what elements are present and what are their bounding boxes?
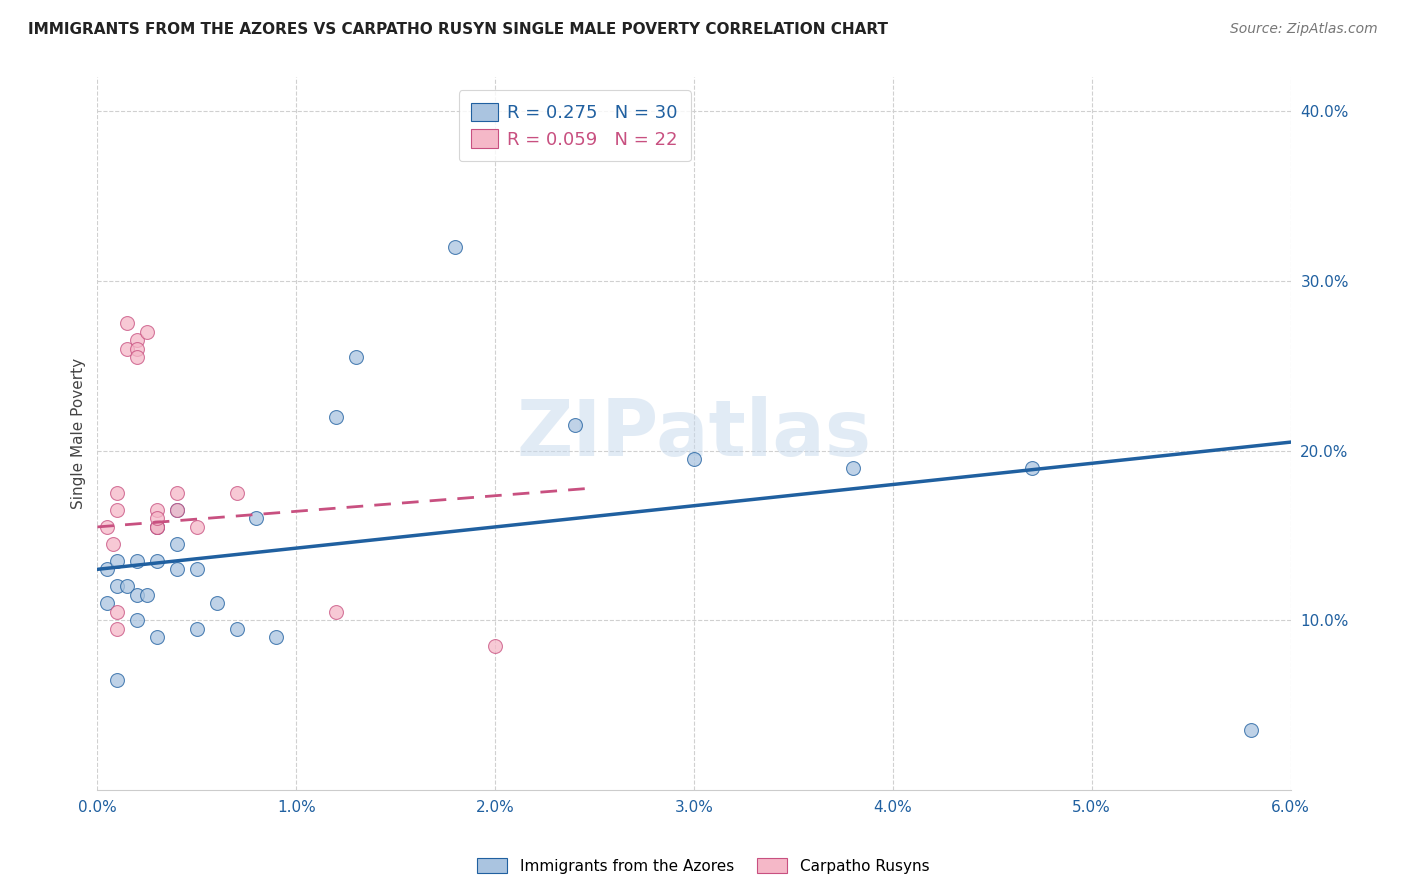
Point	[166, 486, 188, 500]
Point	[127, 588, 149, 602]
Point	[166, 537, 188, 551]
Point	[127, 342, 149, 356]
Point	[136, 588, 159, 602]
Text: Source: ZipAtlas.com: Source: ZipAtlas.com	[1230, 22, 1378, 37]
Point	[325, 409, 347, 424]
Point	[166, 503, 188, 517]
Point	[96, 562, 118, 576]
Point	[105, 605, 128, 619]
Point	[146, 554, 169, 568]
Point	[146, 520, 169, 534]
Text: ZIPatlas: ZIPatlas	[516, 396, 872, 472]
Point	[127, 351, 149, 365]
Point	[186, 520, 208, 534]
Point	[105, 673, 128, 687]
Point	[1021, 460, 1043, 475]
Point	[115, 579, 138, 593]
Point	[683, 452, 706, 467]
Point	[186, 622, 208, 636]
Point	[146, 520, 169, 534]
Point	[225, 622, 247, 636]
Point	[127, 554, 149, 568]
Legend: R = 0.275   N = 30, R = 0.059   N = 22: R = 0.275 N = 30, R = 0.059 N = 22	[458, 90, 690, 161]
Point	[146, 503, 169, 517]
Text: IMMIGRANTS FROM THE AZORES VS CARPATHO RUSYN SINGLE MALE POVERTY CORRELATION CHA: IMMIGRANTS FROM THE AZORES VS CARPATHO R…	[28, 22, 889, 37]
Point	[127, 334, 149, 348]
Point	[96, 520, 118, 534]
Point	[1240, 723, 1263, 738]
Point	[444, 240, 467, 254]
Point	[205, 596, 228, 610]
Point	[103, 537, 125, 551]
Point	[166, 562, 188, 576]
Point	[325, 605, 347, 619]
Point	[127, 613, 149, 627]
Legend: Immigrants from the Azores, Carpatho Rusyns: Immigrants from the Azores, Carpatho Rus…	[471, 852, 935, 880]
Point	[115, 342, 138, 356]
Point	[146, 630, 169, 644]
Point	[266, 630, 288, 644]
Point	[166, 503, 188, 517]
Point	[484, 639, 506, 653]
Point	[136, 325, 159, 339]
Point	[842, 460, 865, 475]
Point	[225, 486, 247, 500]
Point	[105, 554, 128, 568]
Point	[105, 622, 128, 636]
Point	[105, 486, 128, 500]
Point	[564, 418, 586, 433]
Point	[105, 503, 128, 517]
Point	[105, 579, 128, 593]
Y-axis label: Single Male Poverty: Single Male Poverty	[72, 358, 86, 509]
Point	[186, 562, 208, 576]
Point	[146, 511, 169, 525]
Point	[115, 317, 138, 331]
Point	[146, 520, 169, 534]
Point	[344, 351, 367, 365]
Point	[245, 511, 267, 525]
Point	[96, 596, 118, 610]
